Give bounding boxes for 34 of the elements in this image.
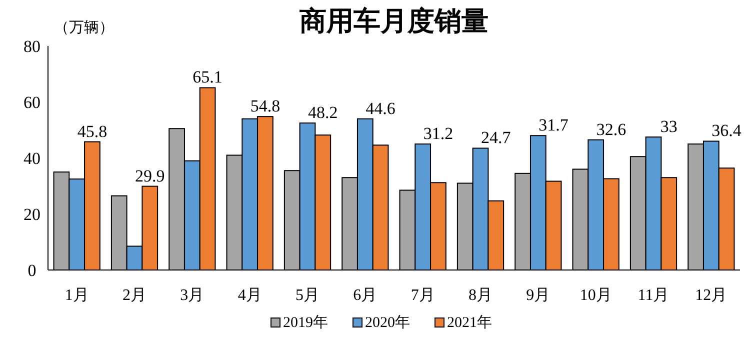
x-tick-label: 2月 [122,287,146,304]
data-label: 48.2 [308,103,338,122]
x-tick-label: 10月 [580,287,612,304]
data-label: 24.7 [481,128,512,148]
x-tick-label: 3月 [180,287,204,304]
data-label: 31.2 [423,124,454,143]
legend-label: 2019年 [283,314,328,331]
x-tick-label: 5月 [296,287,320,304]
x-tick-label: 1月 [64,287,89,304]
chart-title: 商用车月度销量 [298,6,488,37]
legend-label: 2020年 [365,314,410,331]
legend-label: 2021年 [447,314,492,331]
data-label: 54.8 [250,96,280,116]
x-tick-label: 7月 [410,287,435,304]
x-tick-label: 9月 [526,287,550,304]
data-label: 36.4 [712,121,742,140]
x-tick-label: 8月 [468,287,492,304]
data-label: 45.8 [77,122,108,141]
y-axis-title: （万辆） [54,18,114,36]
y-tick-label: 40 [24,148,40,168]
y-tick-label: 0 [28,260,36,280]
x-tick-label: 6月 [353,287,378,304]
x-tick-label: 4月 [238,287,262,304]
data-label: 31.7 [538,116,569,135]
data-label: 32.6 [596,120,626,139]
x-tick-label: 11月 [638,287,670,304]
data-label: 65.1 [192,68,222,87]
data-label: 29.9 [135,166,165,186]
data-label: 44.6 [366,98,396,118]
y-tick-label: 80 [24,36,40,56]
y-tick-label: 20 [24,204,40,224]
data-label: 33 [660,117,678,136]
x-tick-label: 12月 [695,287,728,304]
y-tick-label: 60 [24,92,40,112]
